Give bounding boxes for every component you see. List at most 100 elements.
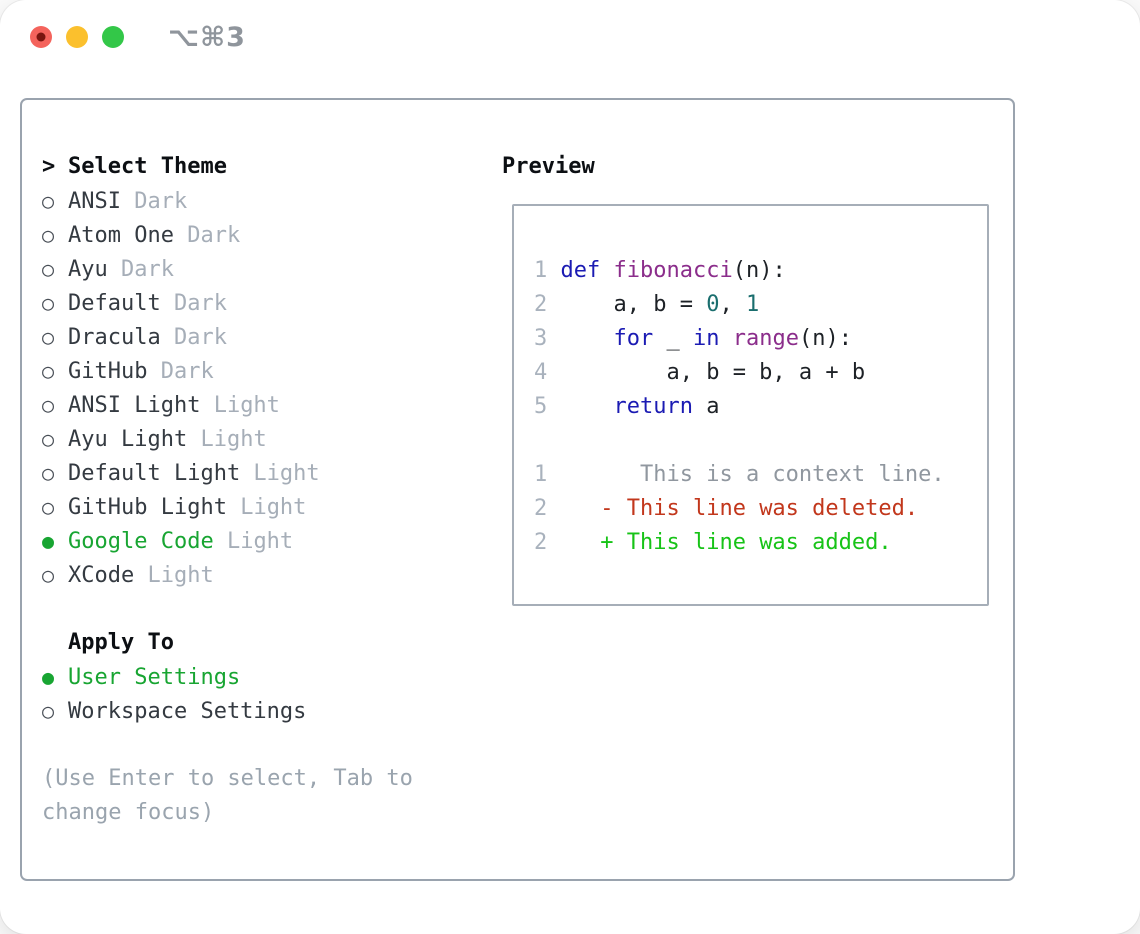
option-label: Default <box>68 291 161 316</box>
theme-option-ayu-light[interactable]: ○ Ayu Light Light <box>42 422 474 456</box>
variant-label: Dark <box>160 325 227 350</box>
close-button[interactable] <box>30 26 52 48</box>
token-plain <box>561 394 614 419</box>
token-plain: = <box>666 292 707 317</box>
variant-label: Light <box>200 393 280 418</box>
token-plain: b <box>653 292 667 317</box>
variant-label: Light <box>134 563 214 588</box>
token-keyword: def <box>560 258 614 283</box>
token-number: 0 <box>706 292 720 317</box>
radio-off-icon: ○ <box>42 189 55 213</box>
maximize-button[interactable] <box>102 26 124 48</box>
apply-to-heading: Apply To <box>42 626 474 660</box>
option-label: Default Light <box>68 461 241 486</box>
code-line: 2 a, b = 0, 1 <box>534 288 987 322</box>
token-plain: , <box>719 292 746 317</box>
apply-option-user-settings[interactable]: ● User Settings <box>42 660 474 694</box>
token-added: + This line was added. <box>600 530 892 555</box>
theme-option-default-light[interactable]: ○ Default Light Light <box>42 456 474 490</box>
variant-label: Dark <box>120 189 188 214</box>
token-keyword: in <box>692 326 720 351</box>
theme-option-github[interactable]: ○ GitHub Dark <box>42 354 474 388</box>
theme-option-dracula[interactable]: ○ Dracula Dark <box>42 320 474 354</box>
diff-deleted-line: 2 - This line was deleted. <box>534 492 987 526</box>
list-gap <box>42 728 474 762</box>
token-plain: (n): <box>732 258 786 283</box>
theme-list: > Select Theme ○ ANSI Dark ○ Atom One Dark ○ A… <box>42 150 474 830</box>
select-theme-title: Select Theme <box>68 154 227 179</box>
radio-on-icon: ● <box>42 529 55 553</box>
token-plain: , <box>626 292 654 317</box>
apply-to-title: Apply To <box>68 630 174 655</box>
token-plain: a <box>613 292 627 317</box>
token-context: This is a context line. <box>639 462 945 487</box>
token-line-number: 2 <box>534 292 561 317</box>
theme-option-ansi[interactable]: ○ ANSI Dark <box>42 184 474 218</box>
option-label: Dracula <box>68 325 161 350</box>
option-label: GitHub <box>68 359 148 384</box>
theme-option-ayu[interactable]: ○ Ayu Dark <box>42 252 474 286</box>
token-number: 1 <box>745 292 760 317</box>
variant-label: Light <box>226 495 307 520</box>
theme-option-atom-one[interactable]: ○ Atom One Dark <box>42 218 474 252</box>
radio-off-icon: ○ <box>42 325 55 349</box>
token-plain: a, b = b, a + b <box>666 360 866 385</box>
token-function: fibonacci <box>613 258 733 283</box>
token-plain <box>561 530 601 555</box>
window-shortcut-label: ⌥⌘3 <box>168 22 246 53</box>
radio-off-icon: ○ <box>42 393 55 417</box>
theme-option-google-code[interactable]: ● Google Code Light <box>42 524 474 558</box>
radio-off-icon: ○ <box>42 495 55 519</box>
code-line: 1 def fibonacci(n): <box>534 254 987 288</box>
list-gap <box>42 592 474 626</box>
theme-option-ansi-light[interactable]: ○ ANSI Light Light <box>42 388 474 422</box>
radio-off-icon: ○ <box>42 563 55 587</box>
token-plain: a <box>692 394 720 419</box>
token-plain <box>561 360 667 385</box>
close-modified-dot-icon <box>36 32 46 42</box>
token-plain <box>561 462 640 487</box>
variant-label: Dark <box>147 359 214 384</box>
token-plain: _ <box>653 326 693 351</box>
theme-option-github-light[interactable]: ○ GitHub Light Light <box>42 490 474 524</box>
theme-option-xcode[interactable]: ○ XCode Light <box>42 558 474 592</box>
token-line-number: 3 <box>534 326 561 351</box>
option-label: GitHub Light <box>68 495 227 520</box>
diff-added-line: 2 + This line was added. <box>534 526 987 560</box>
token-plain <box>561 496 601 521</box>
code-line: 3 for _ in range(n): <box>534 322 987 356</box>
variant-label: Dark <box>173 223 241 248</box>
apply-option-workspace-settings[interactable]: ○ Workspace Settings <box>42 694 474 728</box>
keyboard-hint: (Use Enter to select, Tab to change focu… <box>42 766 413 825</box>
token-plain <box>561 326 614 351</box>
token-line-number: 2 <box>534 530 561 555</box>
radio-on-icon: ● <box>42 665 55 689</box>
theme-option-default[interactable]: ○ Default Dark <box>42 286 474 320</box>
token-line-number: 2 <box>534 496 561 521</box>
radio-off-icon: ○ <box>42 223 55 247</box>
option-label: ANSI Light <box>68 393 201 418</box>
minimize-button[interactable] <box>66 26 88 48</box>
option-label: Workspace Settings <box>68 699 307 724</box>
radio-off-icon: ○ <box>42 257 55 281</box>
variant-label: Dark <box>107 257 174 282</box>
preview-heading: Preview <box>502 154 595 179</box>
token-line-number: 1 <box>534 258 561 283</box>
variant-label: Light <box>213 529 294 554</box>
token-line-number: 1 <box>534 462 561 487</box>
titlebar: ⌥⌘3 <box>0 0 1140 74</box>
token-keyword: return <box>613 394 693 419</box>
cursor-icon: > <box>42 154 56 179</box>
token-function: range <box>732 326 799 351</box>
token-line-number: 5 <box>534 394 561 419</box>
variant-label: Light <box>187 427 267 452</box>
variant-label: Light <box>240 461 320 486</box>
variant-label: Dark <box>160 291 227 316</box>
option-label: Atom One <box>68 223 174 248</box>
option-label: ANSI <box>68 189 121 214</box>
diff-context-line: 1 This is a context line. <box>534 458 987 492</box>
select-theme-heading: > Select Theme <box>42 150 474 184</box>
radio-off-icon: ○ <box>42 461 55 485</box>
theme-picker-panel: > Select Theme ○ ANSI Dark ○ Atom One Dark ○ A… <box>20 98 1015 881</box>
